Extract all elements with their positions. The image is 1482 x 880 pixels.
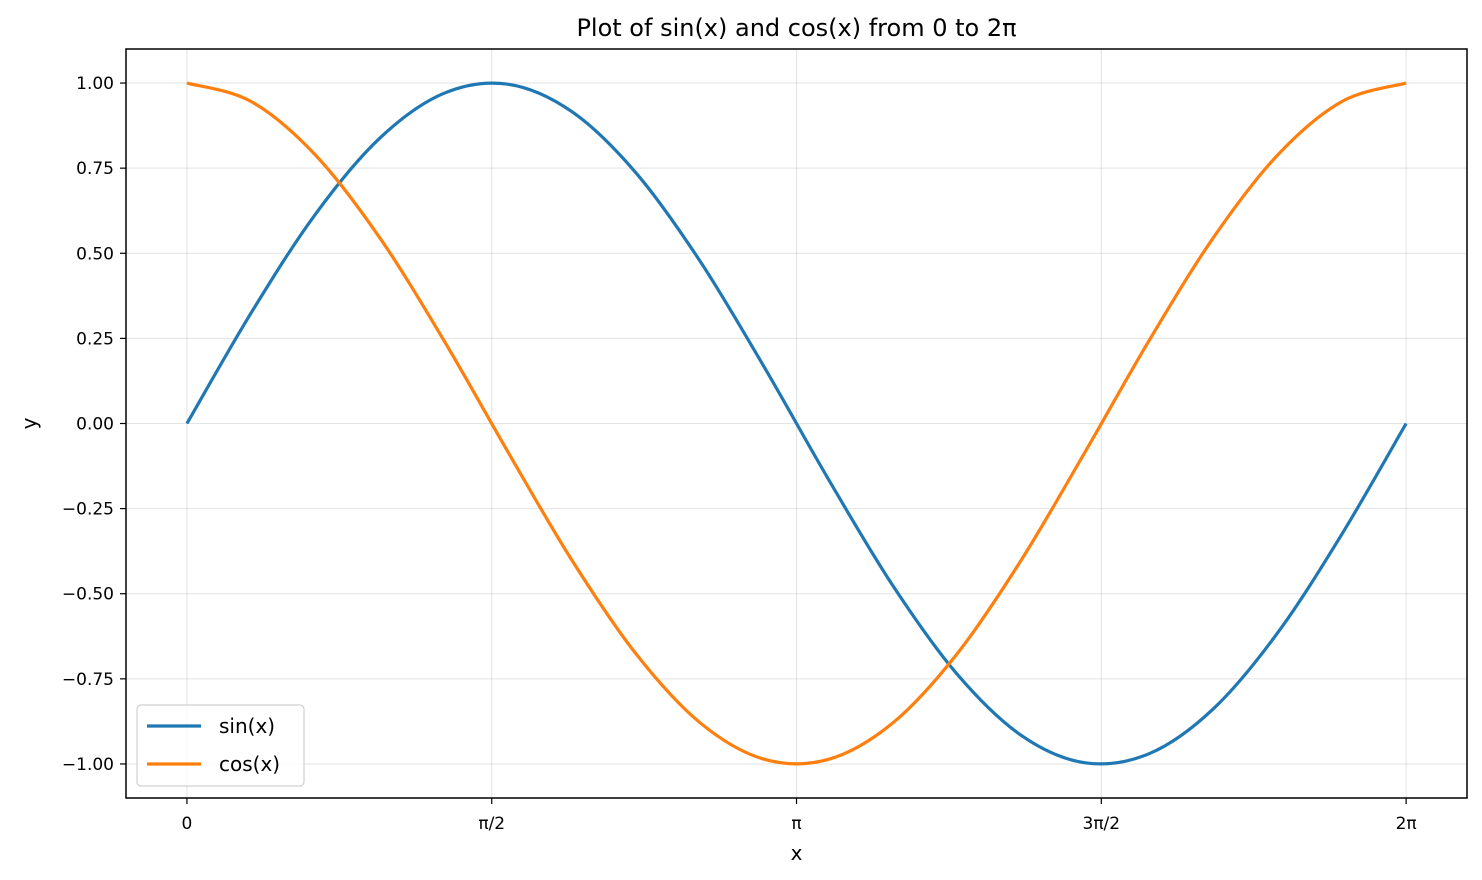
chart-title: Plot of sin(x) and cos(x) from 0 to 2π xyxy=(576,14,1016,42)
y-tick-label: −1.00 xyxy=(62,755,114,775)
series-line-0 xyxy=(185,81,1408,766)
y-tick-label: −0.75 xyxy=(62,670,114,690)
x-tick-label: π/2 xyxy=(478,814,505,834)
y-tick-label: −0.25 xyxy=(62,500,114,520)
x-tick-label: 2π xyxy=(1396,814,1417,834)
x-tick-label: 0 xyxy=(182,814,193,834)
y-tick-label: 1.00 xyxy=(76,74,114,94)
y-tick-label: 0.00 xyxy=(76,415,114,435)
series-layer xyxy=(185,81,1408,766)
series-line-1 xyxy=(186,81,1407,766)
x-axis-label: x xyxy=(791,841,803,865)
x-tick-label: π xyxy=(791,814,801,834)
legend: sin(x) cos(x) xyxy=(136,704,305,787)
tick-layer: 0 π/2 π 3π/2 2π 1.00 0.75 0.50 0.25 0.00 −0.25 −0.5… xyxy=(62,74,1417,834)
y-axis-label: y xyxy=(17,417,41,429)
legend-label: sin(x) xyxy=(219,714,275,738)
x-tick-label: 3π/2 xyxy=(1083,814,1121,834)
y-tick-label: 0.75 xyxy=(76,159,114,179)
y-tick-label: 0.25 xyxy=(76,329,114,349)
legend-label: cos(x) xyxy=(219,752,280,776)
y-tick-label: 0.50 xyxy=(76,244,114,264)
y-tick-label: −0.50 xyxy=(62,585,114,605)
